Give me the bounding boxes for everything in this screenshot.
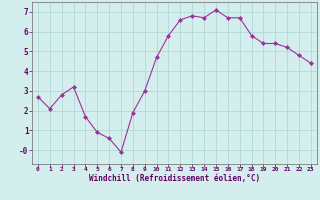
X-axis label: Windchill (Refroidissement éolien,°C): Windchill (Refroidissement éolien,°C) [89,174,260,183]
